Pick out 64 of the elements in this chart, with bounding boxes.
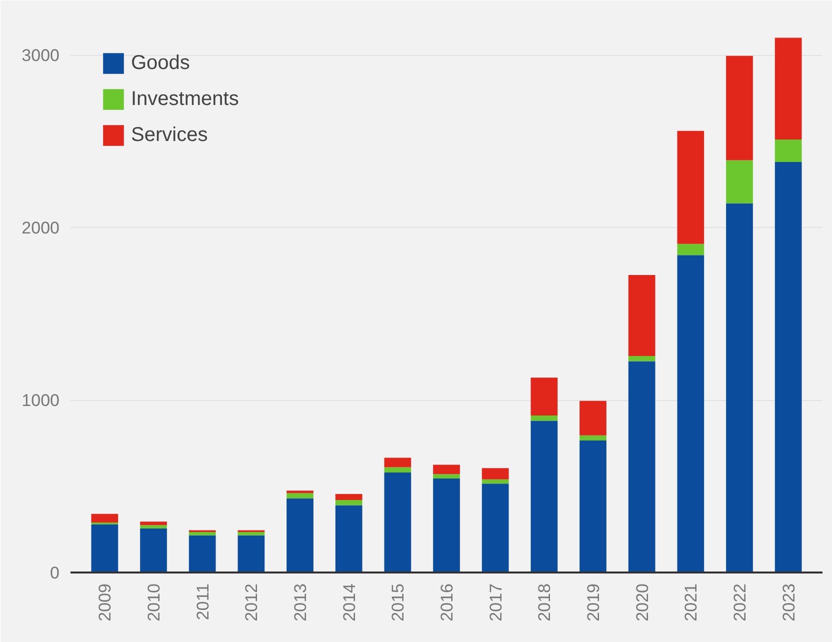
x-tick-label: 2020 — [632, 583, 652, 622]
y-tick-label: 1000 — [22, 391, 60, 410]
legend-label: Investments — [131, 88, 239, 110]
x-tick-label: 2016 — [438, 583, 456, 622]
bar — [726, 56, 753, 160]
bar — [384, 458, 412, 468]
bar — [628, 274, 656, 356]
bar — [286, 498, 314, 572]
bar — [628, 361, 656, 572]
x-tick-label: 2009 — [96, 583, 115, 622]
x-tick-label: 2011 — [193, 583, 212, 620]
bar — [774, 38, 802, 140]
bar — [433, 474, 460, 478]
bar — [726, 203, 753, 572]
y-tick-label: 3000 — [22, 46, 60, 65]
x-tick-label: 2018 — [535, 583, 554, 622]
bar — [580, 435, 606, 441]
bar — [238, 532, 265, 536]
bar — [677, 130, 704, 244]
bar — [188, 535, 216, 572]
y-tick-label: 0 — [50, 564, 60, 582]
bar — [726, 160, 753, 204]
bar — [580, 400, 606, 436]
bar — [335, 500, 362, 506]
bar — [580, 440, 606, 572]
bar — [677, 255, 704, 572]
y-tick-label: 2000 — [22, 218, 60, 238]
bar — [384, 472, 412, 572]
bar — [91, 514, 118, 522]
bar — [530, 378, 558, 416]
bar — [482, 468, 509, 480]
legend-label: Goods — [131, 52, 190, 74]
bar — [774, 162, 802, 572]
bar — [482, 479, 509, 484]
x-tick-label: 2015 — [388, 583, 408, 622]
bar — [677, 244, 704, 256]
bar — [628, 356, 656, 362]
bar — [238, 535, 265, 572]
bar — [530, 416, 558, 421]
bar — [140, 528, 167, 572]
bar — [433, 464, 460, 474]
bar — [335, 494, 362, 500]
bar — [286, 490, 314, 494]
bar — [140, 522, 167, 526]
x-tick-label: 2019 — [584, 583, 603, 622]
bar — [335, 505, 362, 572]
bar — [530, 420, 558, 572]
bar — [482, 484, 509, 572]
bar — [774, 140, 802, 162]
x-tick-label: 2014 — [340, 583, 359, 622]
x-tick-label: 2022 — [730, 583, 750, 622]
bar — [91, 524, 118, 572]
x-tick-label: 2012 — [242, 583, 262, 622]
legend-label: Services — [131, 124, 208, 146]
x-tick-label: 2023 — [779, 583, 798, 622]
x-tick-label: 2017 — [486, 583, 506, 622]
x-tick-label: 2013 — [291, 583, 310, 622]
bar — [433, 478, 460, 572]
x-tick-label: 2010 — [144, 583, 164, 622]
bar — [140, 525, 167, 529]
bar — [384, 467, 412, 472]
bar — [286, 493, 314, 498]
bar — [188, 532, 216, 536]
x-tick-label: 2021 — [682, 583, 701, 622]
